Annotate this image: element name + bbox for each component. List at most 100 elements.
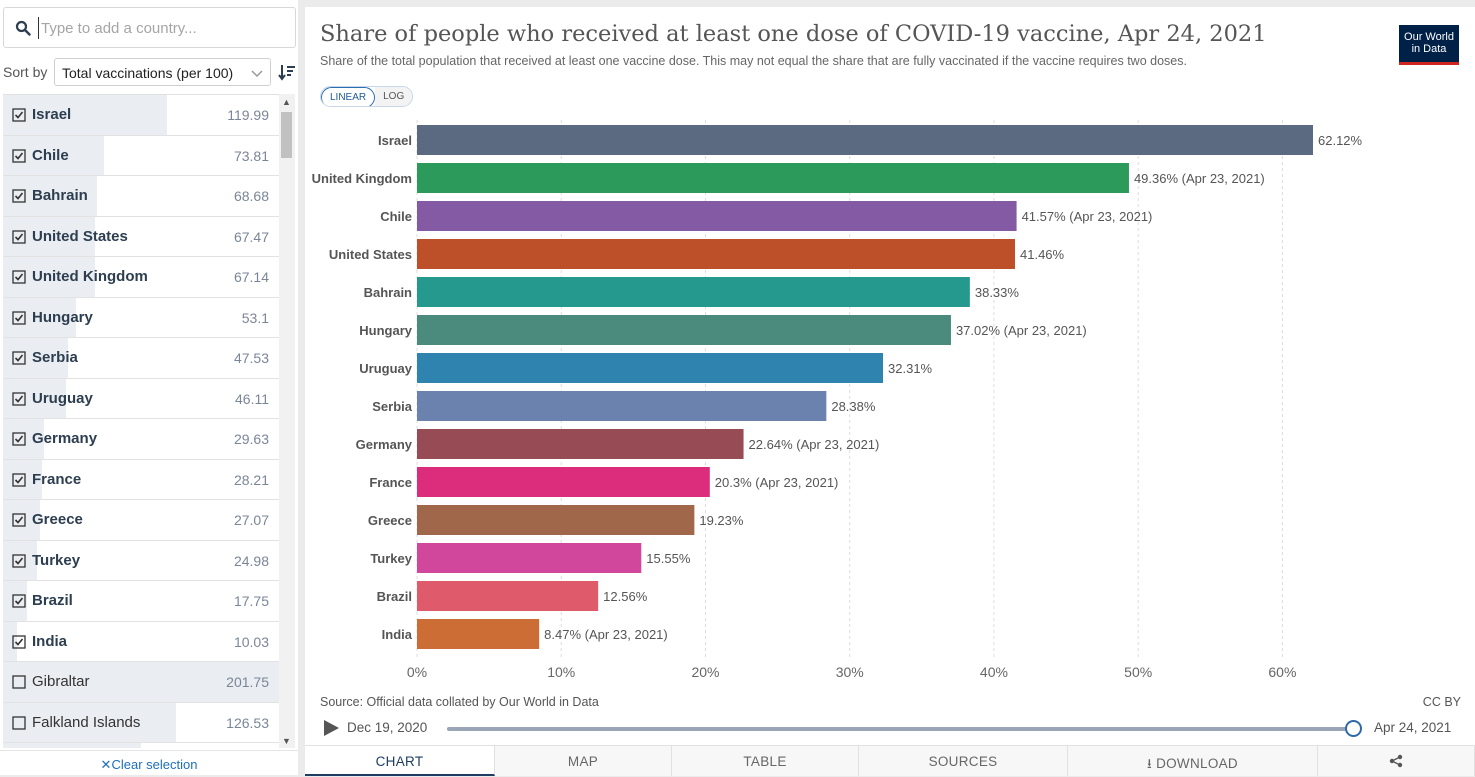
country-row[interactable]: Hungary 53.1: [3, 297, 279, 338]
category-label[interactable]: Brazil: [377, 589, 412, 604]
category-label[interactable]: Uruguay: [359, 361, 413, 376]
country-row[interactable]: United Kingdom 67.14: [3, 257, 279, 298]
tab-share[interactable]: [1318, 746, 1475, 776]
country-row[interactable]: Chile 73.81: [3, 135, 279, 176]
bar[interactable]: [417, 429, 744, 459]
category-label[interactable]: United States: [329, 247, 412, 262]
tab-table[interactable]: TABLE: [672, 746, 859, 776]
bar[interactable]: [417, 239, 1016, 269]
bar[interactable]: [417, 315, 951, 345]
checkbox-checked-icon[interactable]: [12, 270, 26, 284]
bar[interactable]: [417, 391, 827, 421]
sort-descending-icon[interactable]: [278, 63, 296, 81]
country-row[interactable]: Gibraltar 201.75: [3, 662, 279, 703]
tab-map[interactable]: MAP: [495, 746, 672, 776]
license-label[interactable]: CC BY: [1422, 695, 1461, 709]
country-row[interactable]: Uruguay 46.11: [3, 378, 279, 419]
bar[interactable]: [417, 277, 970, 307]
bar[interactable]: [417, 353, 884, 383]
country-search-input[interactable]: [38, 17, 288, 39]
country-row[interactable]: Greece 27.07: [3, 500, 279, 541]
checkbox-checked-icon[interactable]: [12, 553, 26, 568]
bar[interactable]: [417, 619, 540, 649]
country-row[interactable]: United States 67.47: [3, 216, 279, 257]
country-list-scrollbar[interactable]: ▲ ▼: [279, 94, 295, 748]
checkbox-checked-icon[interactable]: [12, 148, 26, 163]
sort-by-value: Total vaccinations (per 100): [62, 65, 234, 81]
checkbox-checked-icon[interactable]: [12, 432, 26, 446]
scrollbar-thumb[interactable]: [281, 112, 292, 158]
category-label[interactable]: Chile: [380, 209, 412, 224]
checkbox-checked-icon[interactable]: [12, 472, 26, 487]
country-row[interactable]: Brazil 17.75: [3, 581, 279, 622]
scroll-up-icon[interactable]: ▲: [282, 97, 291, 107]
tab-label: DOWNLOAD: [1156, 756, 1238, 771]
checkbox-checked-icon[interactable]: [12, 229, 26, 244]
category-label[interactable]: France: [369, 475, 412, 490]
checkbox-checked-icon[interactable]: [12, 310, 26, 325]
bar[interactable]: [417, 581, 599, 611]
clear-selection-button[interactable]: ✕Clear selection: [0, 750, 298, 775]
country-row[interactable]: [3, 743, 279, 748]
checkbox-checked-icon[interactable]: [12, 513, 26, 527]
play-icon[interactable]: [322, 719, 340, 737]
x-tick-label: 40%: [980, 664, 1008, 680]
country-value-bar: [3, 176, 97, 216]
country-name: India: [32, 632, 68, 650]
country-row[interactable]: Falkland Islands 126.53: [3, 702, 279, 743]
category-label[interactable]: United Kingdom: [312, 171, 412, 186]
bar[interactable]: [417, 201, 1017, 231]
country-name: Hungary: [32, 308, 93, 326]
category-label[interactable]: India: [382, 627, 413, 642]
clear-selection-label: Clear selection: [111, 757, 198, 772]
tab-sources[interactable]: SOURCES: [859, 746, 1068, 776]
country-name: Bahrain: [32, 187, 88, 204]
category-label[interactable]: Greece: [368, 513, 412, 528]
category-label[interactable]: Bahrain: [364, 285, 412, 300]
log-scale-button[interactable]: LOG: [375, 87, 413, 106]
chevron-down-icon: [251, 70, 263, 78]
country-row[interactable]: France 28.21: [3, 459, 279, 500]
bar[interactable]: [417, 467, 710, 497]
bar[interactable]: [417, 163, 1129, 193]
country-row[interactable]: Bahrain 68.68: [3, 176, 279, 217]
checkbox-checked-icon[interactable]: [12, 634, 26, 649]
country-search-box[interactable]: [3, 7, 296, 48]
linear-scale-button[interactable]: LINEAR: [321, 87, 376, 106]
category-label[interactable]: Israel: [378, 133, 412, 148]
category-label[interactable]: Serbia: [372, 399, 413, 414]
checkbox-unchecked-icon[interactable]: [12, 675, 26, 689]
bar[interactable]: [417, 505, 695, 535]
close-icon: ✕: [100, 757, 112, 772]
owid-logo[interactable]: Our World in Data: [1399, 25, 1459, 65]
country-value: 53.1: [241, 309, 269, 326]
timeline-handle[interactable]: [1345, 720, 1362, 737]
country-value: 46.11: [235, 390, 269, 407]
country-row[interactable]: Israel 119.99: [3, 95, 279, 136]
checkbox-checked-icon[interactable]: [12, 594, 26, 608]
country-row[interactable]: Germany 29.63: [3, 419, 279, 460]
scroll-down-icon[interactable]: ▼: [282, 736, 291, 746]
sort-by-select[interactable]: Total vaccinations (per 100): [54, 58, 271, 86]
category-label[interactable]: Germany: [356, 437, 413, 452]
tab-download[interactable]: ⭳ DOWNLOAD: [1068, 746, 1318, 776]
value-label: 8.47% (Apr 23, 2021): [544, 627, 668, 642]
timeline-slider[interactable]: [447, 720, 1362, 737]
country-value-bar: [3, 216, 96, 256]
category-label[interactable]: Hungary: [359, 323, 413, 338]
country-row[interactable]: Serbia 47.53: [3, 338, 279, 379]
tab-chart[interactable]: CHART: [305, 746, 495, 776]
checkbox-checked-icon[interactable]: [12, 189, 26, 203]
value-label: 38.33%: [975, 285, 1020, 300]
bar[interactable]: [417, 543, 642, 573]
country-row[interactable]: Turkey 24.98: [3, 540, 279, 581]
country-row[interactable]: India 10.03: [3, 621, 279, 662]
country-value-bar: [3, 419, 44, 459]
source-note[interactable]: Source: Official data collated by Our Wo…: [320, 695, 599, 709]
checkbox-unchecked-icon[interactable]: [12, 715, 26, 730]
checkbox-checked-icon[interactable]: [12, 351, 26, 365]
checkbox-checked-icon[interactable]: [12, 108, 26, 122]
category-label[interactable]: Turkey: [370, 551, 412, 566]
bar[interactable]: [417, 125, 1313, 155]
checkbox-checked-icon[interactable]: [12, 391, 26, 406]
